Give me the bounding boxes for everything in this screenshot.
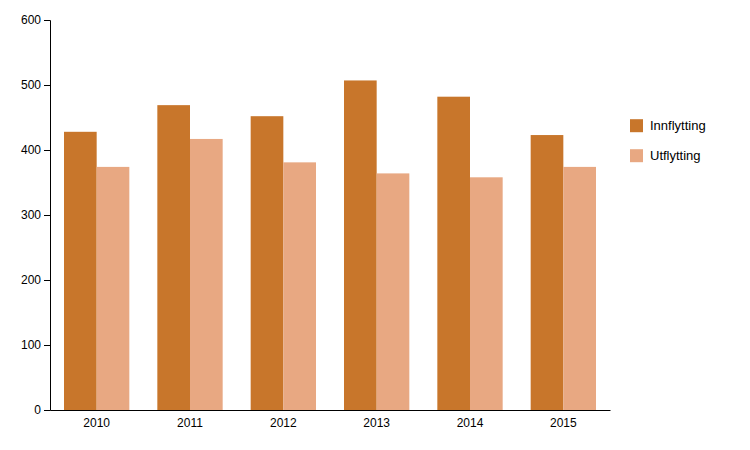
tick: 400 <box>21 143 50 157</box>
tick-label: 0 <box>34 403 41 417</box>
bar <box>190 139 223 410</box>
tick-label: 2014 <box>457 416 484 430</box>
tick-mark <box>44 345 50 346</box>
tick: 200 <box>21 273 50 287</box>
tick-label: 2011 <box>177 416 203 430</box>
tick: 600 <box>21 13 50 27</box>
tick-label: 500 <box>21 78 41 92</box>
legend-label: Utflytting <box>650 148 701 163</box>
legend-item: Utflytting <box>630 148 701 163</box>
series <box>64 80 563 410</box>
bar <box>64 132 97 410</box>
tick: 2013 <box>363 416 390 430</box>
bar <box>157 105 190 410</box>
tick: 100 <box>21 338 50 352</box>
x-axis: 2010 2011 2012 2013 2014 2015 <box>51 411 611 430</box>
y-axis: 0 100 200 300 400 500 600 <box>21 13 51 417</box>
tick-label: 300 <box>21 208 41 222</box>
tick-label: 400 <box>21 143 41 157</box>
bar <box>251 116 284 410</box>
tick-mark <box>44 20 50 21</box>
chart: 0100200300400500600201020112012201320142… <box>0 0 750 450</box>
bar <box>344 80 377 410</box>
tick-label: 2013 <box>363 416 390 430</box>
tick-label: 100 <box>21 338 41 352</box>
legend-swatch <box>630 119 643 132</box>
tick: 2010 <box>83 416 110 430</box>
bar <box>283 162 316 410</box>
tick-mark <box>44 410 50 411</box>
bar <box>470 177 503 410</box>
bar <box>531 135 564 410</box>
tick-label: 2012 <box>270 416 297 430</box>
tick: 0 <box>34 403 50 417</box>
series <box>97 139 596 410</box>
bar <box>437 97 470 410</box>
bar <box>97 167 130 410</box>
bar <box>563 167 596 410</box>
axis-line <box>44 21 51 411</box>
plot: 0100200300400500600201020112012201320142… <box>21 13 611 429</box>
tick: 2014 <box>457 416 484 430</box>
axis-line <box>51 410 611 411</box>
tick: 2012 <box>270 416 297 430</box>
tick-label: 600 <box>21 13 41 27</box>
tick-mark <box>44 85 50 86</box>
tick: 300 <box>21 208 50 222</box>
tick-label: 2015 <box>550 416 577 430</box>
tick-label: 200 <box>21 273 41 287</box>
legend: Innflytting Utflytting <box>630 118 706 163</box>
bars <box>64 80 596 410</box>
tick-label: 2010 <box>83 416 110 430</box>
legend-item: Innflytting <box>630 118 706 133</box>
tick: 2015 <box>550 416 577 430</box>
tick: 500 <box>21 78 50 92</box>
tick-mark <box>44 215 50 216</box>
tick-mark <box>44 280 50 281</box>
bar <box>377 173 410 410</box>
legend-label: Innflytting <box>650 118 706 133</box>
tick: 2011 <box>177 416 203 430</box>
tick-mark <box>44 150 50 151</box>
legend-swatch <box>630 149 643 162</box>
